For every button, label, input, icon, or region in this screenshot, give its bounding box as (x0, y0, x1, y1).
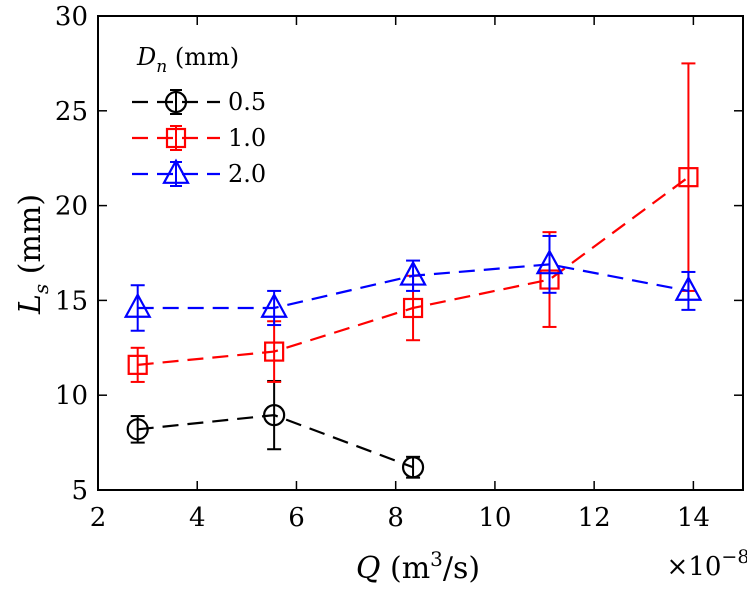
plot-area (123, 62, 703, 479)
triangle-marker (123, 292, 152, 318)
series-line (137, 413, 414, 469)
axis-tick-labels: 2 4 6 8 10 12 14 5 10 15 20 25 30 (55, 2, 710, 533)
square-marker (264, 341, 285, 362)
y-axis-label: Ls (mm) (13, 194, 53, 315)
circle-marker (401, 456, 425, 479)
legend-entry-0.5: 0.5 (132, 88, 266, 116)
error-bar (542, 234, 557, 294)
legend: Dn (mm) 0.5 1.0 2.0 (132, 43, 266, 188)
legend-entries: 0.5 1.0 2.0 (132, 88, 266, 188)
y-tick-label: 15 (55, 286, 88, 316)
x-tick-label: 12 (578, 503, 611, 533)
axis-ticks (97, 15, 743, 491)
error-bar (130, 415, 145, 444)
triangle-marker (535, 248, 564, 275)
square-marker (402, 297, 424, 319)
legend-marker (164, 90, 188, 114)
legend-entry-2.0: 2.0 (132, 158, 266, 188)
series-0.5 (126, 379, 425, 479)
x-tick-label: 14 (677, 503, 710, 533)
error-bar (406, 455, 421, 479)
error-bar (130, 346, 145, 383)
y-tick-label: 10 (55, 381, 88, 411)
plot-frame (97, 15, 744, 491)
square-marker (678, 167, 699, 188)
legend-title: Dn (mm) (136, 43, 239, 77)
circle-marker (263, 404, 286, 427)
y-tick-label: 20 (55, 192, 88, 222)
x-axis-scale-factor: ×10−8 (667, 546, 747, 582)
legend-marker (162, 158, 190, 184)
series-2.0 (123, 234, 703, 332)
legend-entry-1.0: 1.0 (132, 124, 266, 152)
x-tick-label: 4 (189, 503, 206, 533)
legend-label: 0.5 (228, 88, 266, 116)
x-tick-label: 6 (288, 503, 305, 533)
legend-label: 2.0 (228, 160, 266, 188)
triangle-marker (260, 292, 288, 318)
error-bar (681, 62, 696, 292)
y-tick-label: 25 (55, 97, 88, 127)
y-tick-label: 5 (71, 476, 88, 506)
x-tick-label: 8 (387, 503, 404, 533)
series-1.0 (127, 62, 699, 383)
square-marker (127, 354, 148, 375)
legend-label: 1.0 (228, 124, 266, 152)
x-tick-label: 2 (90, 503, 107, 533)
x-tick-label: 10 (478, 503, 511, 533)
y-tick-label: 30 (55, 2, 88, 32)
triangle-marker (674, 275, 703, 301)
legend-marker (165, 127, 187, 149)
triangle-marker (399, 260, 427, 286)
circle-marker (126, 418, 149, 441)
x-axis-label: Q (m3/s) (356, 547, 480, 586)
